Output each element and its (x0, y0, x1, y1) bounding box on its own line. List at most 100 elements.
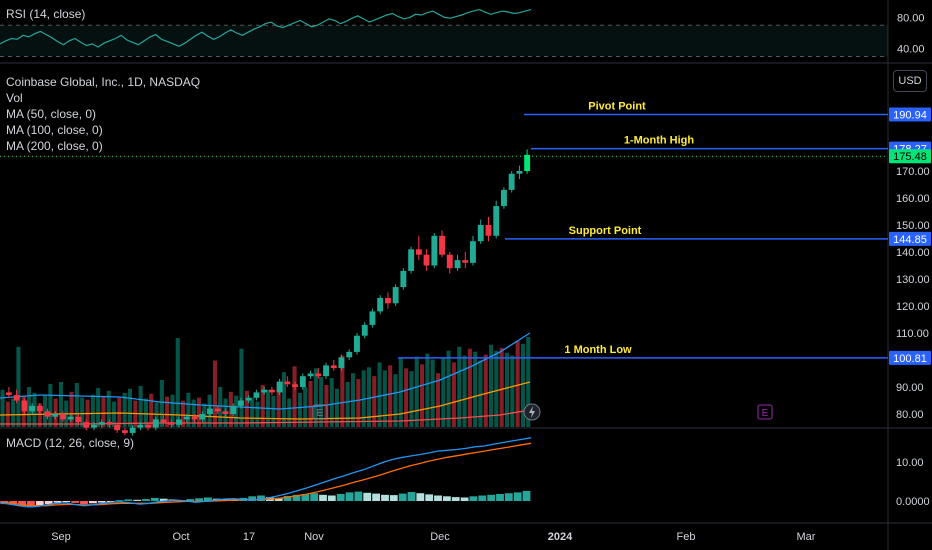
volume-bar (11, 398, 16, 427)
macd-histogram-bar (354, 491, 363, 501)
volume-bar (281, 372, 286, 427)
candle-body (470, 241, 476, 263)
volume-bar (244, 390, 249, 427)
lightning-icon-bolt (529, 406, 535, 418)
macd-histogram-bar (434, 495, 442, 501)
macd-histogram-bar (159, 498, 168, 501)
macd-histogram-bar (97, 501, 106, 503)
macd-line (0, 437, 532, 508)
price-tag (889, 149, 931, 164)
volume-bar (414, 356, 419, 427)
price-tag (889, 350, 931, 365)
macd-histogram-bar (407, 492, 416, 501)
volume-bar (404, 368, 409, 427)
axes: 80.00 40.00 170.00 160.00 150.00 140.00 130.00… (51, 12, 931, 543)
volume-bar (69, 391, 74, 427)
time-tick-label: 2024 (548, 531, 573, 543)
ma100-line (0, 381, 531, 420)
volume-bar (435, 373, 440, 427)
volume-bar (96, 387, 101, 427)
macd-histogram-bar (310, 493, 319, 501)
candle-body (330, 365, 337, 369)
volume-bar (170, 394, 175, 427)
vol-legend: Vol (6, 91, 23, 105)
candle-body (207, 408, 213, 414)
candle-body (323, 365, 329, 377)
candle-body (98, 422, 105, 425)
symbol-legend: Coinbase Global, Inc., 1D, NASDAQ (6, 75, 201, 89)
volume-bar (0, 389, 5, 427)
macd-histogram-bar (27, 501, 35, 508)
volume-bar (16, 346, 21, 427)
level-annotation: 1 Month Low (564, 344, 632, 356)
macd-histogram-bar (416, 493, 425, 501)
candle-body (67, 416, 74, 420)
candle-body (245, 397, 252, 401)
candle-body (44, 411, 51, 417)
price-tag-label: 175.48 (893, 151, 927, 163)
macd-histogram-bar (248, 496, 257, 501)
macd-histogram-bar (487, 494, 496, 501)
macd-histogram-bar (336, 494, 345, 501)
volume-bar (319, 377, 324, 427)
volume-bar (313, 368, 318, 427)
level-annotation: Support Point (569, 225, 642, 237)
candle-body (176, 419, 182, 425)
candle-body (52, 414, 59, 417)
macd-histogram-bar (319, 494, 327, 501)
price-tick-label: 170.00 (896, 166, 930, 178)
candle-body (230, 405, 237, 414)
volume-bar (377, 362, 382, 427)
currency-button[interactable]: USD (893, 70, 927, 92)
price-tick-label: 130.00 (896, 274, 930, 286)
volume-bar (510, 355, 515, 427)
volume-bar (287, 398, 292, 427)
volume-bar (276, 383, 281, 427)
time-tick-label: Feb (677, 531, 696, 543)
candle-body (276, 381, 283, 393)
price-tag-label: 144.85 (893, 234, 927, 246)
macd-histogram-bar (363, 492, 372, 501)
candle-body (106, 422, 113, 425)
volume-bar (175, 338, 180, 427)
volume-bar (37, 403, 42, 427)
volume-bar (388, 365, 393, 427)
macd-histogram-bar (195, 498, 203, 501)
candle-body (183, 416, 190, 420)
macd-histogram-bar (327, 495, 336, 501)
volume-bar (106, 390, 111, 427)
volume-bar (212, 360, 217, 427)
volume-bar (186, 392, 191, 427)
price-tick-label: 140.00 (896, 247, 930, 259)
macd-histogram-bar (204, 497, 212, 501)
macd-histogram-bar (106, 501, 115, 502)
volume-bar (398, 358, 403, 427)
ma100-legend: MA (100, close, 0) (6, 123, 103, 137)
macd-tick-label: 10.00 (896, 457, 924, 469)
earnings-icon (312, 404, 328, 420)
macd-histogram-bar (469, 496, 478, 501)
candle-body (268, 389, 275, 393)
ma200-legend: MA (200, close, 0) (6, 139, 103, 153)
volume-bar (393, 374, 398, 427)
ma50-line (0, 332, 531, 410)
price-tag-label: 100.81 (893, 353, 927, 365)
volume-bar (117, 397, 122, 427)
candle-body (29, 405, 35, 412)
candle-body (354, 335, 360, 352)
rsi-legend: RSI (14, close) (6, 7, 86, 21)
candle-body (36, 405, 43, 412)
volume-bar (191, 399, 196, 427)
candle-body (199, 414, 206, 420)
volume-bar (112, 401, 117, 427)
volume-bar (425, 353, 430, 427)
candle-body (423, 254, 430, 266)
candlestick-series (5, 149, 531, 436)
volume-bar (489, 344, 494, 427)
candle-body (261, 389, 268, 393)
macd-histogram-bar (44, 501, 53, 505)
candle-body (253, 392, 260, 398)
candle-body (446, 254, 453, 269)
candle-body (307, 373, 314, 377)
